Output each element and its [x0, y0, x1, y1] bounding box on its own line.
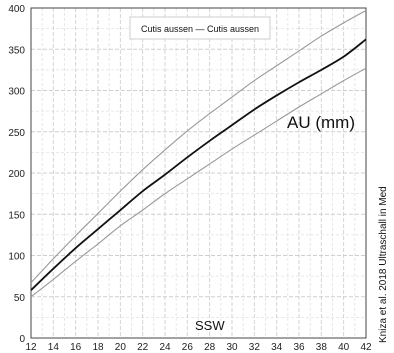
- title-box: Cutis aussen — Cutis aussen: [129, 16, 271, 40]
- x-tick-label: 36: [293, 342, 305, 353]
- y-tick-labels: 0 50 100 150 200 250 300 350 400: [8, 4, 25, 345]
- x-tick-label: 40: [338, 342, 350, 353]
- y-tick-label: 100: [8, 252, 25, 263]
- y-tick-label: 350: [8, 45, 25, 56]
- y-tick-label: 150: [8, 210, 25, 221]
- x-tick-label: 12: [25, 342, 37, 353]
- x-tick-label: 14: [48, 342, 60, 353]
- series-layer: [30, 9, 367, 298]
- x-tick-label: 22: [137, 342, 149, 353]
- y-tick-label: 200: [8, 169, 25, 180]
- plot-frame: [30, 7, 367, 339]
- y-tick-label: 50: [14, 293, 26, 304]
- title-box-label: Cutis aussen — Cutis aussen: [141, 24, 259, 34]
- x-tick-label: 18: [92, 342, 104, 353]
- series-line-upper: [30, 9, 367, 284]
- x-tick-label: 34: [271, 342, 283, 353]
- source-credit: Kniza et al. 2018 Ultraschall in Med: [378, 186, 389, 343]
- x-axis-label: SSW: [195, 318, 225, 333]
- x-tick-label: 20: [115, 342, 127, 353]
- x-tick-label: 42: [360, 342, 372, 353]
- x-tick-label: 24: [159, 342, 171, 353]
- series-line-lower: [30, 67, 367, 298]
- x-tick-label: 28: [204, 342, 216, 353]
- x-tick-label: 32: [249, 342, 261, 353]
- y-tick-label: 300: [8, 87, 25, 98]
- x-tick-label: 26: [182, 342, 194, 353]
- y-tick-label: 0: [19, 334, 25, 345]
- x-tick-label: 30: [226, 342, 238, 353]
- x-tick-label: 16: [70, 342, 82, 353]
- y-tick-label: 250: [8, 128, 25, 139]
- series-line-median: [30, 38, 367, 291]
- y-tick-label: 400: [8, 4, 25, 15]
- x-tick-labels: 12 14 16 18 20 22 24 26 28 30 32 34 36 38 40 42: [25, 342, 372, 353]
- x-tick-label: 38: [316, 342, 328, 353]
- y-axis-annotation: AU (mm): [287, 113, 355, 132]
